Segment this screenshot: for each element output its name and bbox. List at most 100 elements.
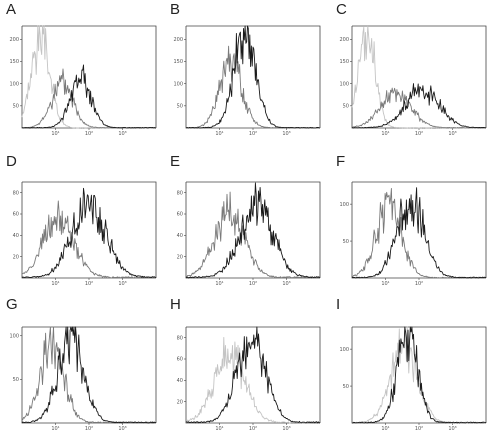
histogram-trace-light [185, 336, 321, 424]
x-tick-label: 10¹ [51, 131, 59, 137]
x-tick-label: 10² [415, 281, 423, 287]
x-tick-label: 10¹ [215, 281, 223, 287]
y-tick-label: 200 [173, 37, 183, 43]
panel-g: G 50 100 10¹ 10² 10³ [6, 293, 160, 431]
y-tick-label: 100 [339, 81, 349, 87]
axis-frame [351, 181, 487, 279]
histogram-trace-mid [185, 45, 321, 129]
y-tick-label: 80 [177, 335, 183, 341]
axis-frame [21, 181, 157, 279]
panel-label: G [6, 296, 18, 313]
panel-label: A [6, 1, 17, 18]
histogram-trace-mid [21, 200, 157, 279]
histogram-plot: 50 100 10¹ 10² 10³ [9, 326, 157, 431]
y-tick-label: 200 [339, 37, 349, 43]
histogram-trace-dark [185, 25, 321, 129]
histogram-plot: 20 40 60 80 10¹ 10² 10³ [177, 181, 321, 287]
histogram-trace-dark [21, 64, 157, 129]
y-tick-label: 20 [177, 399, 183, 405]
panel-label: D [6, 153, 17, 170]
y-tick-label: 50 [343, 239, 349, 245]
histogram-trace-light [21, 25, 157, 129]
panel-label: C [336, 1, 347, 18]
y-tick-label: 80 [13, 190, 19, 196]
y-tick-label: 60 [177, 212, 183, 218]
x-tick-label: 10³ [282, 131, 290, 137]
histogram-trace-dark [21, 326, 156, 424]
histogram-trace-mid [21, 326, 157, 424]
y-tick-label: 200 [9, 37, 19, 43]
x-tick-label: 10² [85, 281, 93, 287]
y-tick-label: 20 [13, 254, 19, 260]
x-tick-label: 10² [249, 281, 257, 287]
histogram-trace-dark [352, 326, 487, 424]
panel-label: F [336, 153, 346, 170]
histogram-plot: 50 100 150 200 10¹ 10² 10³ [339, 25, 487, 137]
x-tick-label: 10² [415, 131, 423, 137]
y-tick-label: 40 [177, 378, 183, 384]
x-tick-label: 10¹ [51, 281, 59, 287]
x-tick-label: 10¹ [381, 131, 389, 137]
x-tick-label: 10³ [448, 131, 456, 137]
y-tick-label: 100 [339, 202, 349, 208]
y-tick-label: 60 [13, 212, 19, 218]
x-tick-label: 10² [249, 426, 257, 431]
histogram-trace-dark [351, 83, 487, 129]
y-tick-label: 80 [177, 190, 183, 196]
x-tick-label: 10³ [118, 426, 126, 431]
histogram-trace-dark [21, 187, 157, 279]
panel-label: I [336, 296, 341, 313]
histogram-plot: 50 100 150 200 10¹ 10² 10³ [9, 25, 157, 137]
panel-label: H [170, 296, 181, 313]
axis-frame [21, 326, 157, 424]
histogram-trace-mid [351, 87, 487, 129]
histogram-plot: 20 40 60 80 10¹ 10² 10³ [177, 326, 321, 431]
panel-a: A 50 100 150 200 10¹ 10² 10³ [6, 0, 160, 138]
y-tick-label: 50 [343, 384, 349, 390]
y-tick-label: 40 [13, 233, 19, 239]
panel-f: F 50 100 10¹ 10² [336, 150, 490, 288]
panel-h: H 20 40 60 80 10¹ 10² 10³ [170, 293, 324, 431]
y-tick-label: 150 [173, 59, 183, 65]
x-tick-label: 10¹ [381, 281, 389, 287]
y-tick-label: 100 [173, 81, 183, 87]
y-tick-label: 50 [13, 104, 19, 110]
x-tick-label: 10¹ [215, 426, 223, 431]
x-tick-label: 10¹ [215, 131, 223, 137]
histogram-plot: 50 100 150 200 10¹ 10² 10³ [173, 25, 321, 137]
x-tick-label: 10³ [118, 281, 126, 287]
x-tick-label: 10³ [282, 426, 290, 431]
y-tick-label: 150 [339, 59, 349, 65]
panel-d: D 20 40 60 80 10¹ 10² 10³ [6, 150, 160, 288]
panel-e: E 20 40 60 80 10¹ 10² 10³ [170, 150, 324, 288]
y-tick-label: 100 [9, 333, 19, 339]
axis-frame [185, 25, 321, 129]
x-tick-label: 10² [249, 131, 257, 137]
histogram-trace-dark [351, 187, 487, 279]
y-tick-label: 20 [177, 254, 183, 260]
y-tick-label: 100 [339, 347, 349, 353]
y-tick-label: 60 [177, 357, 183, 363]
y-tick-label: 50 [177, 104, 183, 110]
histogram-trace-dark [185, 326, 321, 424]
y-tick-label: 150 [9, 59, 19, 65]
panel-c: C 50 100 150 200 10¹ 10² 10³ [336, 0, 490, 138]
panel-b: B 50 100 150 200 10¹ 10² 10³ [170, 0, 324, 138]
histogram-trace-light [351, 25, 487, 129]
y-tick-label: 50 [343, 104, 349, 110]
histogram-plot: 50 100 10¹ 10² [339, 181, 487, 287]
y-tick-label: 50 [13, 377, 19, 383]
x-tick-label: 10³ [448, 426, 456, 431]
x-tick-label: 10² [415, 426, 423, 431]
panel-i: I 50 100 10¹ 10² 10³ [336, 293, 490, 431]
y-tick-label: 40 [177, 233, 183, 239]
panel-label: B [170, 1, 181, 18]
y-tick-label: 100 [9, 81, 19, 87]
histogram-plot: 50 100 10¹ 10² 10³ [339, 326, 487, 431]
axis-frame [185, 181, 321, 279]
x-tick-label: 10² [85, 426, 93, 431]
histogram-trace-dark [185, 182, 321, 279]
histogram-plot: 20 40 60 80 10¹ 10² 10³ [13, 181, 157, 287]
histogram-trace-mid [21, 68, 157, 129]
x-tick-label: 10¹ [51, 426, 59, 431]
